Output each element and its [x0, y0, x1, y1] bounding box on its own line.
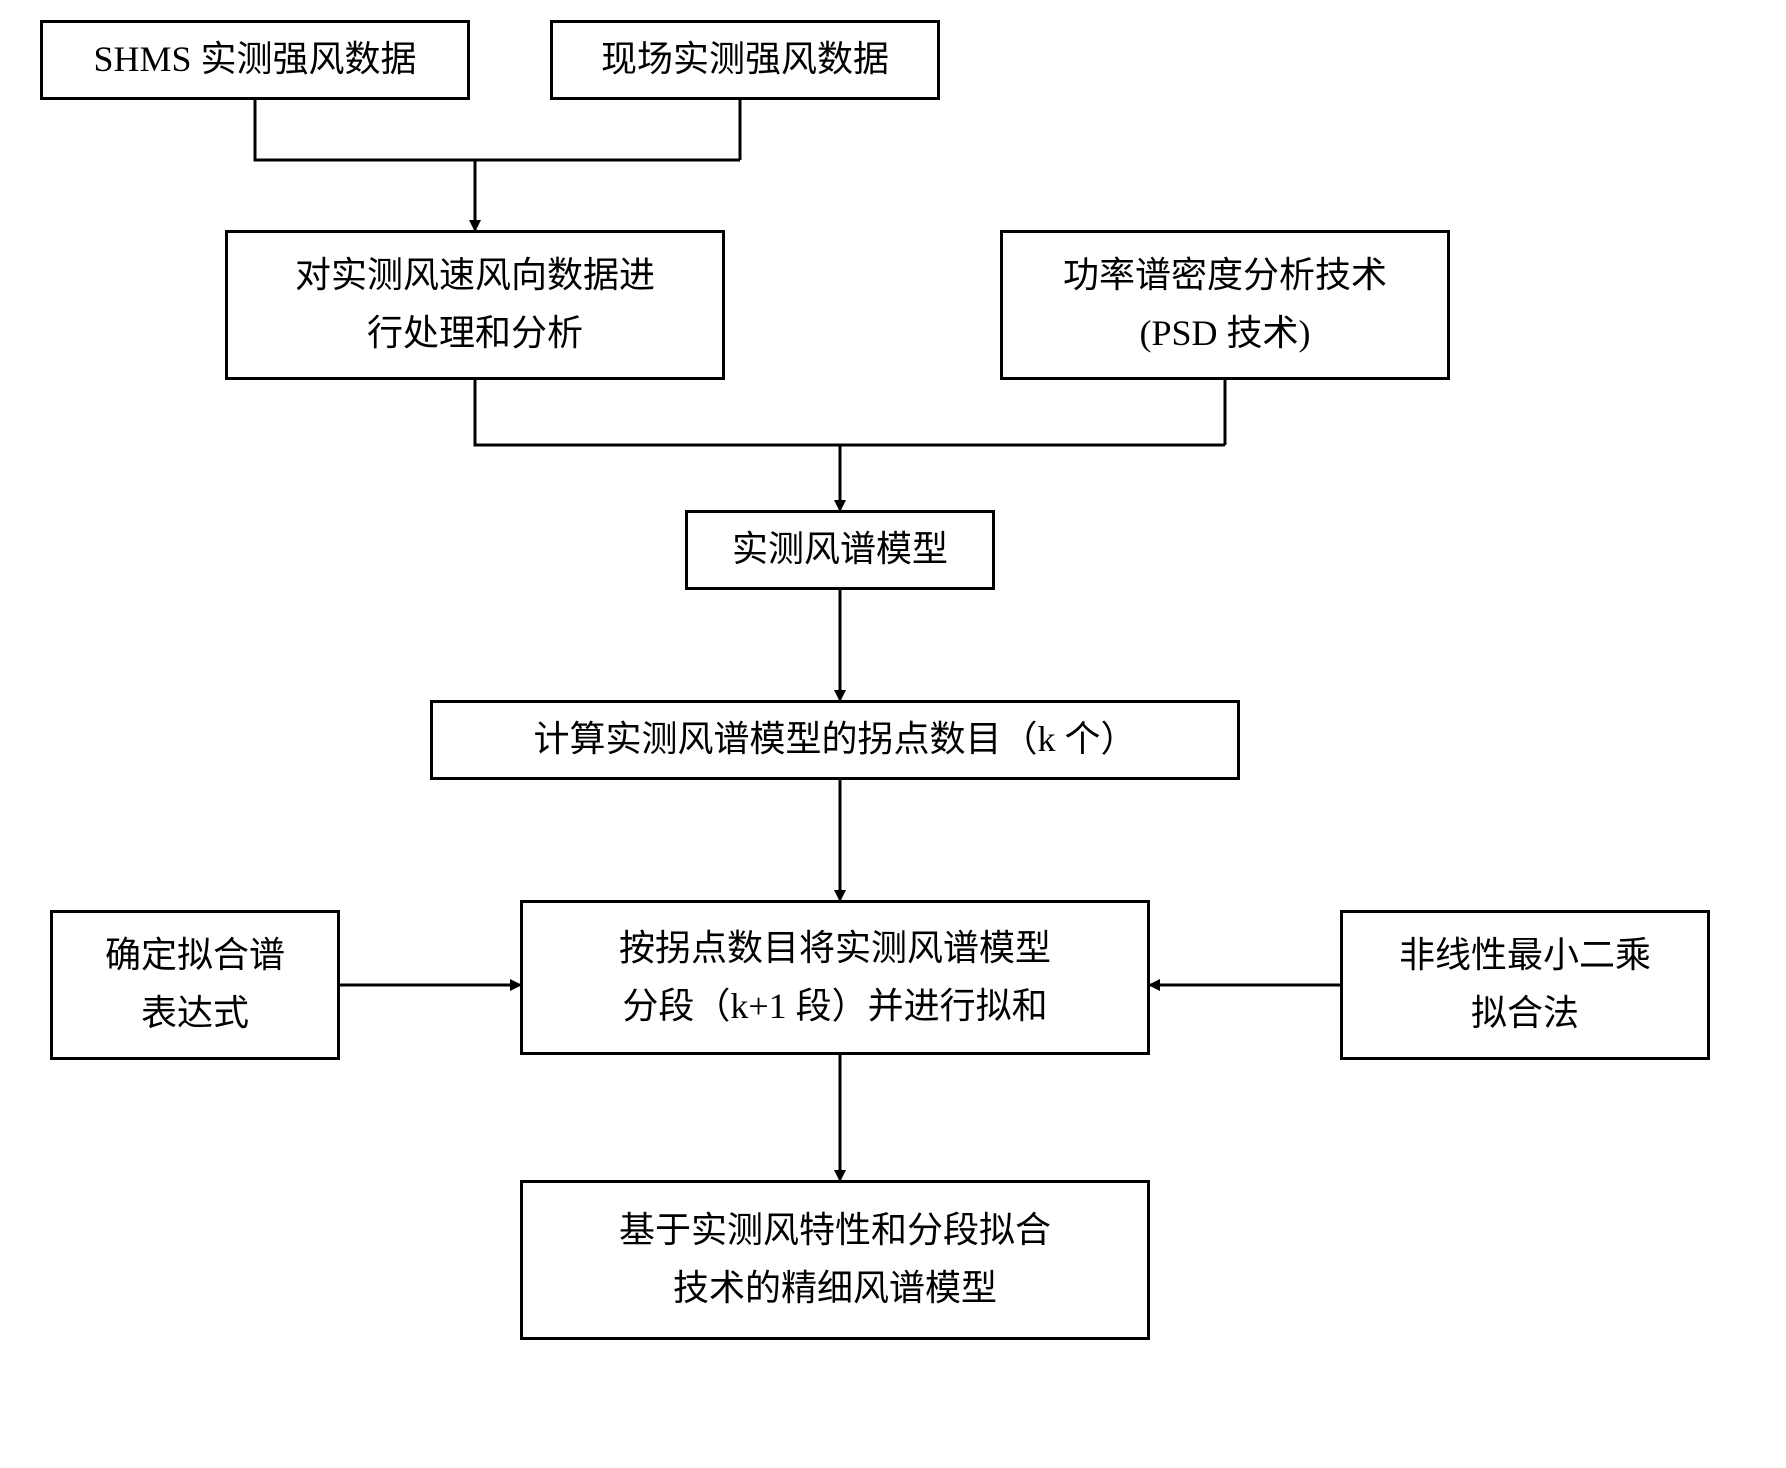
flow-node-label: 现场实测强风数据: [601, 31, 889, 89]
flow-node-n8: 按拐点数目将实测风谱模型 分段（k+1 段）并进行拟和: [520, 900, 1150, 1055]
flow-node-label: 功率谱密度分析技术 (PSD 技术): [1063, 247, 1387, 362]
flow-node-n4: 功率谱密度分析技术 (PSD 技术): [1000, 230, 1450, 380]
flow-node-label: 非线性最小二乘 拟合法: [1399, 927, 1651, 1042]
flow-node-label: 按拐点数目将实测风谱模型 分段（k+1 段）并进行拟和: [619, 920, 1051, 1035]
flow-node-label: 对实测风速风向数据进 行处理和分析: [295, 247, 655, 362]
flow-node-label: SHMS 实测强风数据: [93, 31, 416, 89]
flow-node-n5: 实测风谱模型: [685, 510, 995, 590]
flow-edge: [255, 100, 740, 160]
flow-node-n9: 非线性最小二乘 拟合法: [1340, 910, 1710, 1060]
flow-node-label: 基于实测风特性和分段拟合 技术的精细风谱模型: [619, 1202, 1051, 1317]
flowchart-canvas: SHMS 实测强风数据 现场实测强风数据对实测风速风向数据进 行处理和分析 功率谱密…: [0, 0, 1786, 1468]
flow-edge: [475, 380, 1225, 445]
flow-node-n2: 现场实测强风数据: [550, 20, 940, 100]
flow-node-n7: 确定拟合谱 表达式: [50, 910, 340, 1060]
flow-node-n3: 对实测风速风向数据进 行处理和分析: [225, 230, 725, 380]
flow-node-label: 确定拟合谱 表达式: [105, 927, 285, 1042]
flow-node-n6: 计算实测风谱模型的拐点数目（k 个）: [430, 700, 1240, 780]
flow-node-n10: 基于实测风特性和分段拟合 技术的精细风谱模型: [520, 1180, 1150, 1340]
flow-node-label: 计算实测风谱模型的拐点数目（k 个）: [533, 711, 1136, 769]
flow-node-n1: SHMS 实测强风数据: [40, 20, 470, 100]
flow-node-label: 实测风谱模型: [732, 521, 948, 579]
